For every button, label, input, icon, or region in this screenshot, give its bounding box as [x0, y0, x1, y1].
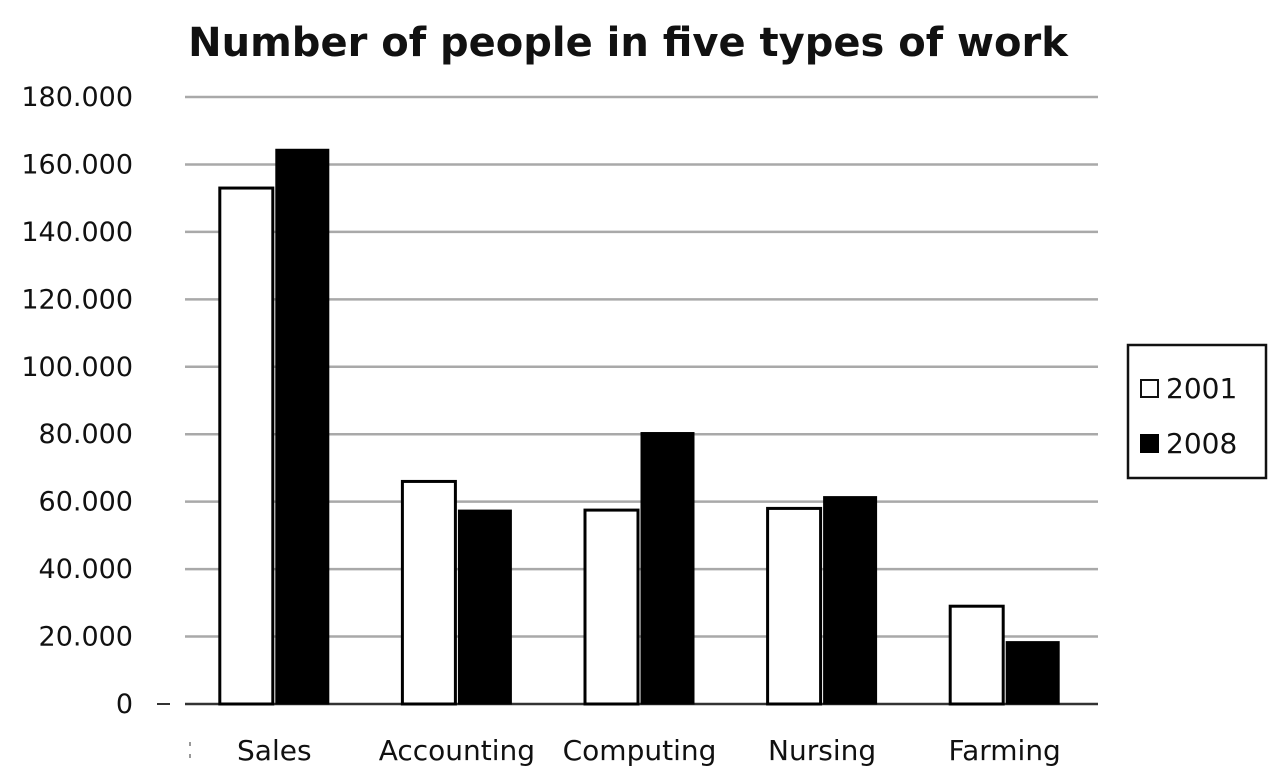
x-category-label: Sales — [237, 734, 312, 767]
y-tick-label: 180.000 — [21, 82, 133, 113]
x-category-label: Computing — [563, 734, 717, 767]
bar-sales-2008 — [275, 148, 330, 705]
y-axis-tick-labels: 0 20.000 40.000 60.000 80.000 100.000 120.000 1… — [21, 82, 133, 720]
bar-accounting-2008 — [457, 509, 512, 705]
x-axis-category-labels: Sales Accounting Computing Nursing Farming — [237, 734, 1061, 767]
bar-computing-2008 — [640, 432, 695, 705]
bar-accounting-2001 — [400, 479, 457, 706]
y-tick-label: 140.000 — [21, 217, 133, 248]
bar-nursing-2008 — [823, 496, 878, 705]
y-tick-label: 120.000 — [21, 284, 133, 315]
y-tick-label: 80.000 — [39, 419, 133, 450]
x-category-label: Farming — [949, 734, 1061, 767]
legend-swatch-2008 — [1140, 434, 1159, 453]
bar-farming-2008 — [1005, 641, 1060, 705]
y-tick-label: 0 — [116, 689, 133, 720]
x-category-label: Accounting — [379, 734, 535, 767]
bar-farming-2001 — [948, 604, 1005, 706]
y-tick-label: 160.000 — [21, 149, 133, 180]
legend-swatch-2001 — [1140, 379, 1159, 398]
y-tick-label: 60.000 — [39, 487, 133, 518]
chart-title: Number of people in five types of work — [188, 20, 1069, 66]
bars — [218, 148, 1060, 706]
x-category-label: Nursing — [768, 734, 876, 767]
y-tick-label: 20.000 — [39, 622, 133, 653]
y-tick-label: 100.000 — [21, 352, 133, 383]
y-tick-label: 40.000 — [39, 554, 133, 585]
legend: 2001 2008 — [1126, 343, 1268, 480]
bar-sales-2001 — [218, 186, 275, 706]
legend-label-2008: 2008 — [1166, 427, 1237, 460]
bar-nursing-2001 — [766, 506, 823, 706]
gridlines — [157, 95, 1098, 766]
legend-box — [1126, 343, 1268, 480]
legend-label-2001: 2001 — [1166, 372, 1237, 405]
bar-computing-2001 — [583, 508, 640, 706]
